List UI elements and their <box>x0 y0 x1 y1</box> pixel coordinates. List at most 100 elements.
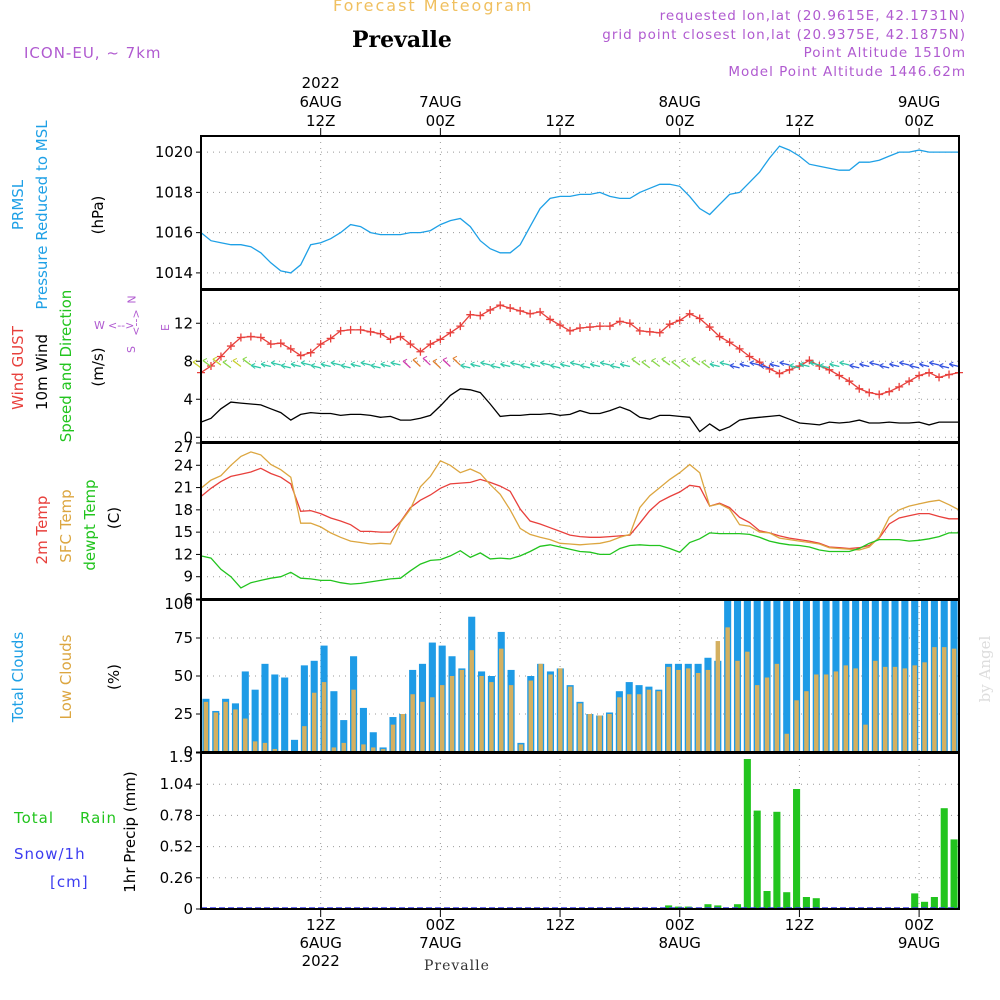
gust-marker <box>326 334 335 343</box>
wind-arrow <box>829 363 840 368</box>
wind-arrow <box>370 364 381 369</box>
snow-unit-label: [cm] <box>50 873 89 891</box>
bar-clouds-sub <box>203 701 209 752</box>
wind-arrowhead <box>232 358 238 364</box>
wind-arrow <box>799 363 810 368</box>
wind-arrowhead <box>661 356 667 363</box>
y-tick-label: 0.78 <box>160 806 193 824</box>
wind-arrow <box>250 364 261 369</box>
bar-clouds-main <box>241 671 249 752</box>
bar-precip-main <box>793 789 801 909</box>
wind-arrowhead <box>500 361 505 368</box>
gust-marker <box>645 327 654 336</box>
x-tick-label-top: 12Z <box>785 112 814 130</box>
wind-arrow <box>949 363 960 368</box>
gust-marker <box>526 309 535 318</box>
wind-arrowhead <box>671 359 677 366</box>
bar-clouds-main <box>753 600 761 752</box>
wind-arrow <box>330 362 341 366</box>
gust-marker <box>466 310 475 319</box>
wind-arrowhead <box>470 361 475 368</box>
bar-clouds-sub <box>814 674 819 752</box>
wind-arrowhead <box>709 361 715 368</box>
y-tick-label: 0 <box>183 900 193 918</box>
bar-clouds-sub <box>922 662 927 752</box>
bottom-location-label: Prevalle <box>424 958 490 974</box>
wind-arrowhead <box>701 359 706 366</box>
gust-marker <box>785 365 794 374</box>
gust-marker <box>426 340 435 349</box>
gust-marker <box>855 384 864 393</box>
x-tick-label-top: 00Z <box>426 112 455 130</box>
panel-frame <box>200 752 960 910</box>
x-tick-label-bottom: 12Z <box>306 916 335 934</box>
y-tick-label: 12 <box>174 545 193 563</box>
wind-arrowhead <box>530 361 535 368</box>
grid-point-coords: grid point closest lon,lat (20.9375E, 42… <box>602 27 966 43</box>
bar-clouds-sub <box>597 715 602 752</box>
compass-rose: N S W E <--> <--> <box>92 293 178 359</box>
bar-clouds-sub <box>449 676 455 752</box>
wind-arrow <box>340 364 351 369</box>
bar-clouds-sub <box>390 724 396 752</box>
wind-arrowhead <box>749 360 755 367</box>
y-tick-label: 21 <box>174 479 193 497</box>
model-altitude: Model Point Altitude 1446.62m <box>728 64 966 80</box>
wind-arrowhead <box>919 361 924 368</box>
bar-clouds-sub <box>567 686 573 752</box>
gust-marker <box>486 305 495 314</box>
gust-marker <box>895 382 904 391</box>
bar-clouds-main <box>793 600 801 752</box>
wind-arrowhead <box>300 360 306 367</box>
bar-precip-main <box>773 811 781 909</box>
bar-clouds-sub <box>548 674 553 752</box>
bar-precip-main <box>930 897 938 909</box>
bar-clouds-main <box>330 691 338 752</box>
wind-arrow <box>859 363 870 368</box>
wind-arrow <box>929 362 940 366</box>
bar-clouds-sub <box>843 665 849 752</box>
bar-clouds-sub <box>932 647 937 752</box>
gust-marker <box>735 344 744 353</box>
y-tick-label: 75 <box>174 629 193 647</box>
x-tick-label-top: 00Z <box>665 112 694 130</box>
bar-clouds-sub <box>479 676 484 752</box>
bar-clouds-sub <box>873 660 878 752</box>
wind-arrow <box>869 362 880 366</box>
gust-marker <box>366 327 375 336</box>
bar-clouds-sub <box>882 666 888 752</box>
wind-arrow <box>789 364 800 369</box>
panel-frame <box>200 442 960 600</box>
y-tick-label: 100 <box>164 595 193 613</box>
model-label: ICON-EU, ~ 7km <box>24 44 162 62</box>
wind-arrowhead <box>839 360 844 367</box>
series-line-temperature-0 <box>200 467 959 550</box>
wind-arrowhead <box>579 363 585 369</box>
wind-arrowhead <box>859 361 864 368</box>
wind-arrow <box>939 364 950 369</box>
wind-arrow <box>709 363 720 368</box>
bar-clouds-sub <box>853 668 858 752</box>
gust-marker <box>635 326 644 335</box>
gust-marker <box>436 335 445 344</box>
x-tick-label-bottom: 2022 <box>302 952 340 970</box>
y-tick-label: 9 <box>183 568 193 586</box>
wind-arrowhead <box>651 358 657 364</box>
gust-marker <box>685 309 694 318</box>
wind-arrow <box>470 363 481 368</box>
wind-arrowhead <box>270 360 276 367</box>
y-tick-label: 0.52 <box>160 838 193 856</box>
gust-marker <box>625 319 634 328</box>
y-tick-label: 25 <box>174 705 193 723</box>
bar-precip-main <box>812 898 820 909</box>
gust-marker <box>226 342 235 351</box>
wind-arrowhead <box>631 356 637 363</box>
wind-arrow <box>560 363 571 368</box>
gust-marker <box>376 329 385 338</box>
gust-marker <box>216 352 225 361</box>
wind-arrow <box>919 363 930 368</box>
x-tick-label-bottom: 9AUG <box>898 934 940 952</box>
bar-clouds-main <box>251 689 259 752</box>
bar-clouds-sub <box>656 691 661 752</box>
